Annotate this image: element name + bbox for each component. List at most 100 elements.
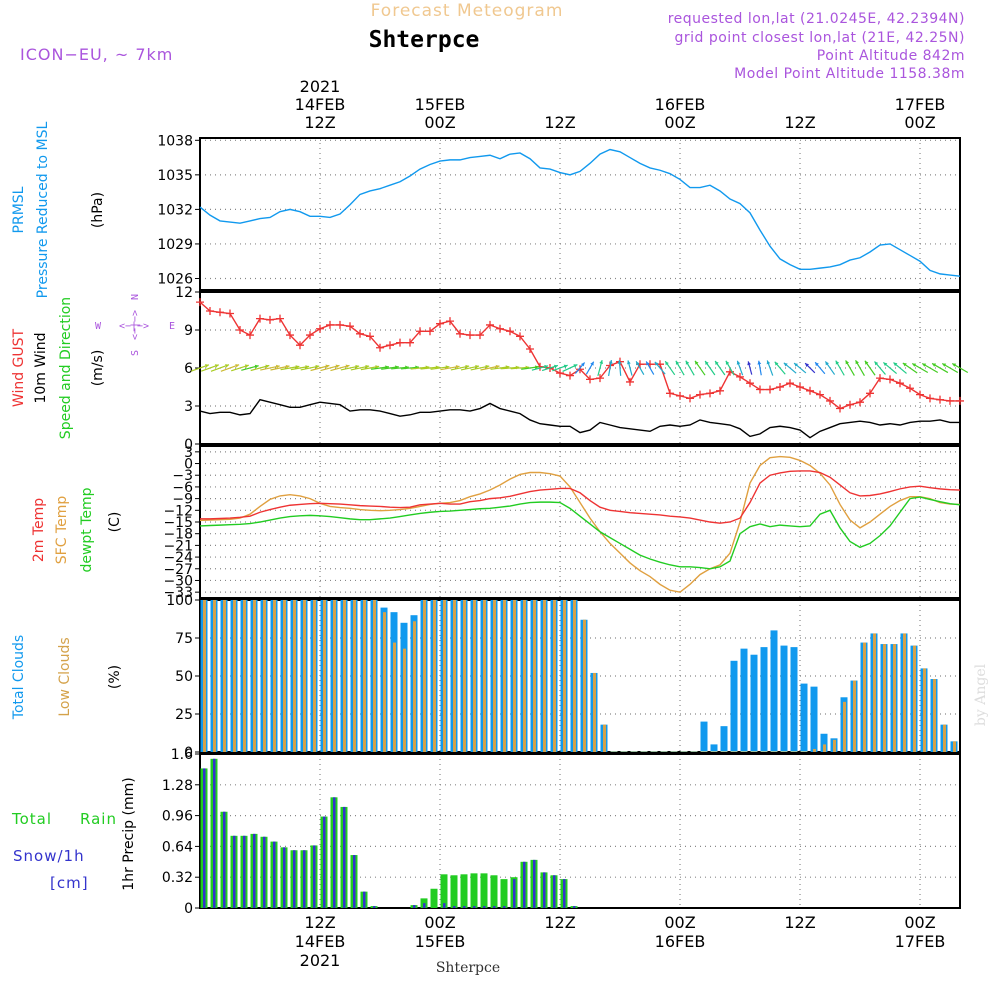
snow-bar (453, 906, 456, 908)
wind-arrow-head (535, 365, 539, 370)
snow-bar (313, 845, 316, 908)
gust-point (206, 307, 214, 315)
time-label-bottom: 00Z (664, 913, 695, 932)
gust-point (366, 332, 374, 341)
y-tick-label-1: 0 (184, 437, 193, 453)
gust-point (236, 326, 244, 334)
gust-point (226, 309, 234, 318)
low-cloud-bar (563, 600, 566, 752)
gust-point (876, 374, 884, 383)
rain-bar (470, 873, 478, 908)
wind-arrow-head (495, 364, 500, 369)
low-cloud-bar (263, 600, 266, 752)
low-cloud-bar (823, 744, 826, 752)
wind-arrow-head (365, 364, 370, 369)
snow-bar (333, 797, 336, 908)
10m-wind-line (199, 398, 960, 439)
cloud-baseline (640, 751, 648, 752)
low-cloud-bar (503, 600, 506, 752)
gust-point (436, 319, 444, 328)
wind-arrow-head (485, 364, 490, 369)
wind-arrow-head (912, 363, 917, 367)
time-label-top: 12Z (784, 113, 815, 132)
low-cloud-bar (573, 600, 576, 752)
gust-point (566, 371, 574, 380)
point-altitude: Point Altitude 842m (817, 48, 965, 64)
low-cloud-bar (473, 600, 476, 752)
cloud-baseline (610, 751, 618, 752)
cloud-baseline (680, 751, 688, 752)
total-cloud-bar (710, 744, 718, 752)
low-cloud-bar (293, 600, 296, 752)
cloud-baseline (710, 751, 718, 752)
panel-frame-3 (199, 599, 961, 753)
cloud-baseline (770, 751, 778, 752)
time-label-bottom: 17FEB (895, 932, 946, 951)
total-cloud-bar (800, 683, 808, 752)
y-tick-label-4: 0.96 (162, 809, 193, 825)
wind-arrow-head (315, 364, 320, 369)
time-label-top: 00Z (424, 113, 455, 132)
total-cloud-bar (700, 721, 708, 752)
low-cloud-bar (883, 644, 886, 752)
wind-arrow-head (553, 364, 558, 369)
low-cloud-bar (593, 672, 596, 752)
gust-point (806, 386, 814, 395)
wind-arrow-head (590, 361, 594, 366)
label-sfc-temp: SFC Temp (54, 496, 70, 565)
y-tick-label-0: 1032 (157, 202, 193, 218)
y-tick-label-3: 75 (175, 631, 193, 647)
snow-bar (233, 835, 236, 908)
gust-line (199, 301, 960, 410)
snow-bar (463, 906, 466, 908)
wind-arrow-head (783, 362, 788, 367)
wind-arrow-head (599, 360, 604, 365)
total-cloud-bar (730, 660, 738, 752)
label-percent: (%) (107, 665, 123, 689)
y-tick-label-4: 0 (184, 901, 193, 917)
cloud-baseline (780, 751, 788, 752)
snow-bar (343, 806, 346, 908)
wind-arrow-head (932, 363, 937, 367)
label-cm: [cm] (50, 874, 89, 892)
low-cloud-bar (533, 600, 536, 752)
gust-point (936, 395, 944, 404)
wind-arrow-head (725, 360, 730, 365)
wind-arrow-head (874, 361, 879, 366)
total-cloud-bar (780, 645, 788, 752)
low-cloud-bar (813, 748, 816, 752)
wind-arrow-head (265, 364, 270, 369)
low-cloud-bar (233, 600, 236, 752)
rain-bar (450, 875, 458, 908)
low-cloud-bar (273, 600, 276, 752)
gust-point (926, 394, 934, 403)
cloud-baseline (670, 751, 678, 752)
label-pressure-msl: Pressure Reduced to MSL (35, 121, 51, 298)
gust-point (506, 327, 514, 336)
model-altitude: Model Point Altitude 1158.38m (734, 66, 965, 82)
low-cloud-bar (493, 600, 496, 752)
wind-arrow-head (794, 363, 799, 367)
panel-frame-2 (199, 445, 961, 599)
low-cloud-bar (523, 600, 526, 752)
y-tick-label-1: 12 (175, 285, 193, 301)
gust-point (486, 320, 494, 329)
snow-bar (283, 847, 286, 908)
gust-point (326, 320, 334, 329)
gust-point (886, 375, 894, 384)
low-cloud-bar (893, 644, 896, 752)
location-name: Shterpce (369, 27, 480, 53)
compass-arrows: <−|−> (130, 310, 141, 340)
snow-bar (543, 872, 546, 908)
cloud-baseline (690, 751, 698, 752)
gust-point (406, 338, 414, 347)
cloud-baseline (630, 751, 638, 752)
time-label-bottom: 00Z (904, 913, 935, 932)
cloud-baseline (750, 751, 758, 752)
cloud-baseline (740, 751, 748, 752)
low-cloud-bar (873, 633, 876, 752)
gust-point (516, 332, 524, 341)
time-label-top: 00Z (904, 113, 935, 132)
gust-point (476, 331, 484, 340)
snow-bar (413, 905, 416, 908)
